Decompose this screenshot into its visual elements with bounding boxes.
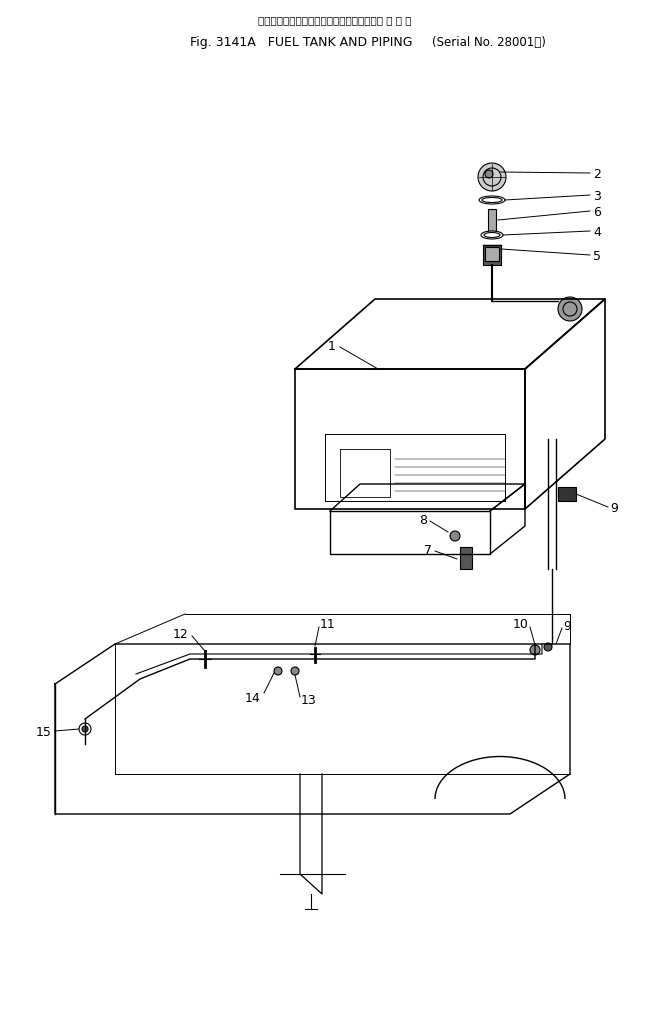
- Circle shape: [450, 532, 460, 542]
- Circle shape: [558, 297, 582, 321]
- Text: フュエル　タンク　および　パイピング（適 用 号 機: フュエル タンク および パイピング（適 用 号 機: [258, 15, 412, 25]
- Circle shape: [544, 643, 552, 651]
- Text: 15: 15: [36, 725, 52, 738]
- Text: 8: 8: [419, 513, 427, 526]
- Circle shape: [291, 667, 299, 675]
- Text: 7: 7: [424, 543, 432, 556]
- Circle shape: [478, 164, 506, 192]
- Text: 2: 2: [593, 168, 601, 180]
- Text: 14: 14: [245, 691, 260, 704]
- Bar: [485, 248, 499, 262]
- Ellipse shape: [481, 232, 503, 240]
- Text: 13: 13: [301, 694, 317, 707]
- Text: 5: 5: [593, 250, 601, 262]
- Bar: [488, 210, 496, 232]
- Circle shape: [274, 667, 282, 675]
- Circle shape: [530, 645, 540, 655]
- Text: 12: 12: [172, 627, 188, 640]
- Bar: [558, 487, 576, 501]
- Circle shape: [82, 726, 88, 732]
- Circle shape: [485, 171, 493, 179]
- Text: 6: 6: [593, 205, 601, 218]
- Text: 3: 3: [593, 189, 601, 202]
- Text: 10: 10: [513, 617, 529, 630]
- Ellipse shape: [479, 197, 505, 205]
- Text: 9: 9: [610, 501, 618, 514]
- Text: Fig. 3141A   FUEL TANK AND PIPING: Fig. 3141A FUEL TANK AND PIPING: [190, 35, 413, 49]
- Bar: [460, 548, 472, 569]
- Text: 9: 9: [563, 619, 571, 632]
- Text: 1: 1: [328, 339, 336, 352]
- Text: 11: 11: [320, 617, 336, 630]
- Bar: [483, 246, 501, 266]
- Text: 4: 4: [593, 225, 601, 239]
- Text: (Serial No. 28001〜): (Serial No. 28001〜): [432, 35, 546, 49]
